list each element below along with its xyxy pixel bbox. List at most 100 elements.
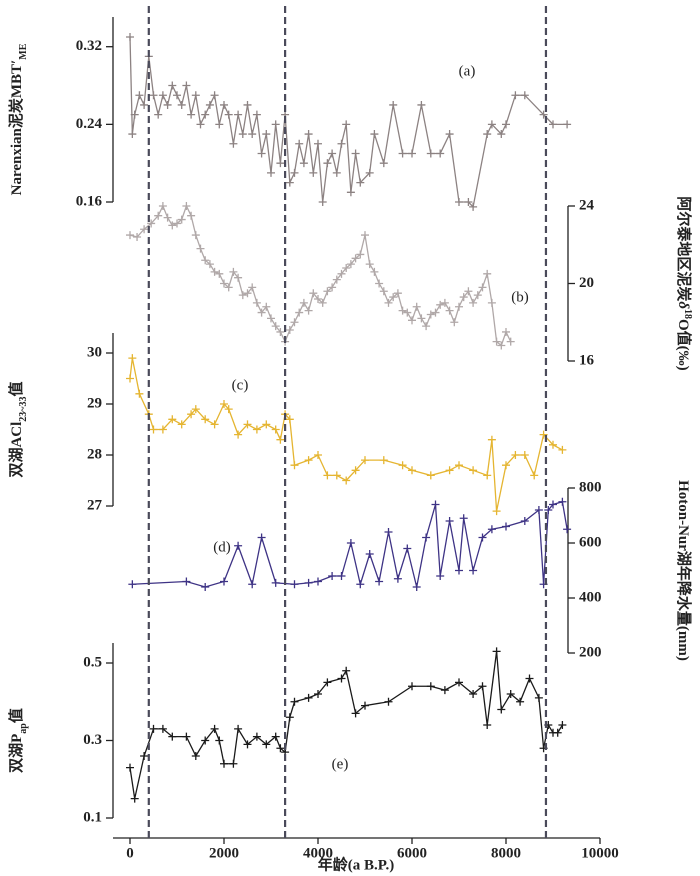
point-marker <box>558 445 567 454</box>
point-marker <box>478 533 487 542</box>
point-marker <box>379 456 388 465</box>
y-axis-label-part: Narenxian泥炭MBT′ <box>7 60 25 196</box>
point-marker <box>549 500 557 509</box>
point-marker <box>365 260 374 269</box>
point-marker <box>234 430 243 439</box>
y-tick-label: 800 <box>579 479 602 495</box>
point-marker <box>323 159 332 168</box>
point-marker <box>506 337 515 346</box>
point-marker <box>370 267 379 276</box>
point-marker <box>196 120 205 129</box>
point-marker <box>459 514 468 523</box>
point-marker <box>314 451 322 459</box>
y-axis-label-part: 值 <box>7 708 25 723</box>
point-marker <box>398 149 407 158</box>
point-marker <box>271 322 280 331</box>
point-marker <box>154 110 163 119</box>
y-axis-label-part: ME <box>18 43 29 59</box>
point-marker <box>328 283 337 292</box>
point-marker <box>267 314 275 323</box>
point-marker <box>318 198 327 206</box>
point-marker <box>173 219 181 228</box>
y-axis-label: 阿尔泰地区泥炭δ18O值(‰) <box>675 196 694 370</box>
point-marker <box>323 471 332 480</box>
point-marker <box>290 168 299 177</box>
point-marker <box>238 291 247 300</box>
point-marker <box>201 736 210 745</box>
point-marker <box>365 550 374 558</box>
y-tick-label: 400 <box>579 589 602 605</box>
y-axis-label-part: 23~33 <box>18 396 29 421</box>
point-marker <box>304 130 313 139</box>
point-marker <box>234 541 243 550</box>
point-marker <box>182 81 191 90</box>
point-marker <box>361 701 369 710</box>
point-marker <box>511 451 520 459</box>
point-marker <box>299 159 308 168</box>
point-marker <box>558 497 567 506</box>
point-marker <box>534 693 543 702</box>
point-marker <box>332 275 341 284</box>
point-marker <box>384 528 393 536</box>
point-marker <box>210 91 219 100</box>
point-marker <box>445 517 454 525</box>
series-line <box>129 651 563 799</box>
point-marker <box>426 471 435 480</box>
point-marker <box>426 682 435 691</box>
point-marker <box>210 267 219 276</box>
point-marker <box>252 298 261 307</box>
point-marker <box>177 215 186 224</box>
point-marker <box>351 254 360 263</box>
x-tick-label: 6000 <box>397 845 427 861</box>
point-marker <box>412 302 421 311</box>
point-marker <box>262 130 271 139</box>
point-marker <box>544 506 553 514</box>
point-marker <box>346 539 355 547</box>
point-marker <box>201 415 210 424</box>
point-marker <box>229 139 238 148</box>
point-marker <box>271 425 280 434</box>
point-marker <box>351 466 360 475</box>
point-marker <box>483 471 492 480</box>
point-marker <box>497 705 506 714</box>
x-tick-label: 0 <box>126 845 134 861</box>
point-marker <box>337 572 346 580</box>
y-tick-label: 29 <box>87 395 102 411</box>
point-marker <box>346 188 355 197</box>
point-marker <box>304 578 313 587</box>
point-marker <box>154 211 163 220</box>
point-marker <box>158 724 167 733</box>
point-marker <box>370 130 379 139</box>
point-marker <box>234 110 243 119</box>
point-marker <box>158 202 167 210</box>
panel-label: (e) <box>332 756 349 772</box>
point-marker <box>299 298 308 307</box>
point-marker <box>361 456 369 465</box>
point-marker <box>163 213 172 222</box>
series-line <box>132 500 568 588</box>
point-marker <box>220 100 228 109</box>
point-marker <box>187 410 196 419</box>
point-marker <box>276 435 285 444</box>
point-marker <box>487 435 496 444</box>
point-marker <box>271 120 280 129</box>
y-tick-label: 27 <box>87 497 103 513</box>
y-tick-label: 0.5 <box>83 654 102 670</box>
point-marker <box>332 471 341 480</box>
point-marker <box>285 713 294 722</box>
point-marker <box>506 690 515 698</box>
point-marker <box>215 736 224 745</box>
point-marker <box>158 91 167 100</box>
point-marker <box>403 308 412 317</box>
point-marker <box>130 794 139 803</box>
point-marker <box>158 425 167 434</box>
point-marker <box>126 374 134 383</box>
point-marker <box>459 293 468 302</box>
point-marker <box>201 256 210 265</box>
point-marker <box>445 130 454 139</box>
point-marker <box>220 759 228 768</box>
point-marker <box>191 231 200 240</box>
y-axis-label: 双湖ACl23~33值 <box>7 381 28 477</box>
point-marker <box>163 100 172 109</box>
point-marker <box>455 198 463 206</box>
